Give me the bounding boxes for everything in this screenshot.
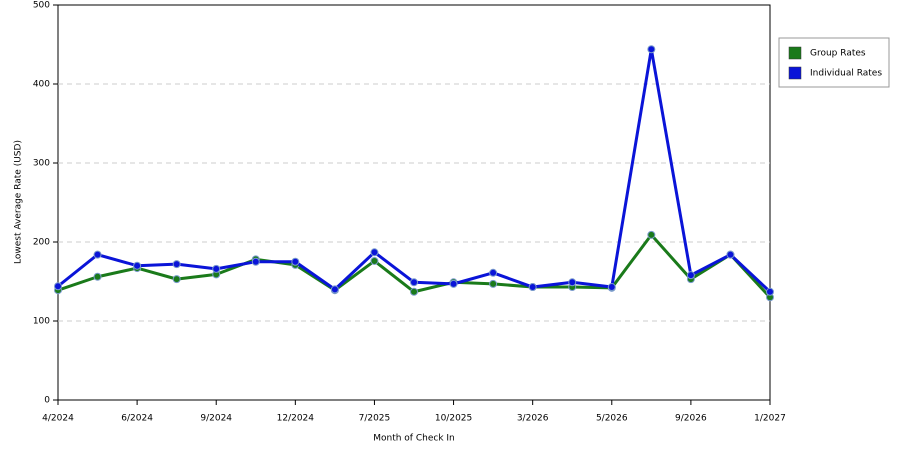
data-point xyxy=(686,271,695,280)
y-tick-label: 300 xyxy=(33,159,50,169)
data-point xyxy=(528,283,537,292)
data-point xyxy=(568,278,577,287)
data-point xyxy=(251,257,260,266)
y-tick-label: 200 xyxy=(33,238,50,248)
x-tick-label: 10/2025 xyxy=(435,414,472,424)
data-point xyxy=(370,256,379,265)
y-tick-label: 400 xyxy=(33,80,50,90)
x-tick-label: 7/2025 xyxy=(359,414,391,424)
data-point xyxy=(330,285,339,294)
data-point xyxy=(726,250,735,259)
data-point xyxy=(410,287,418,296)
legend-label: Group Rates xyxy=(810,49,866,59)
y-tick-label: 500 xyxy=(33,1,50,11)
data-point xyxy=(489,279,498,288)
data-point xyxy=(93,272,102,281)
y-tick-label: 0 xyxy=(44,396,50,406)
plot-frame xyxy=(57,4,771,401)
x-tick-label: 3/2026 xyxy=(517,414,549,424)
y-tick-label: 100 xyxy=(33,317,50,327)
data-point xyxy=(607,283,616,292)
legend xyxy=(778,37,890,88)
series-line xyxy=(57,47,772,293)
legend-swatch xyxy=(788,66,802,80)
data-point xyxy=(489,268,498,277)
x-tick-label: 9/2026 xyxy=(675,414,707,424)
data-point xyxy=(172,275,181,284)
data-point xyxy=(647,230,656,239)
data-point xyxy=(410,278,418,287)
legend-swatch xyxy=(788,46,802,60)
x-axis-label: Month of Check In xyxy=(373,434,455,444)
x-tick-label: 5/2026 xyxy=(596,414,628,424)
data-point xyxy=(449,279,458,288)
x-tick-label: 6/2024 xyxy=(121,414,153,424)
x-tick-label: 12/2024 xyxy=(277,414,315,424)
x-tick-label: 1/2027 xyxy=(754,414,786,424)
data-point xyxy=(172,260,181,269)
data-point xyxy=(212,264,221,273)
y-axis-label: Lowest Average Rate (USD) xyxy=(14,140,24,264)
data-point xyxy=(133,261,142,270)
legend-label: Individual Rates xyxy=(810,69,882,79)
data-point xyxy=(291,257,300,266)
x-tick-label: 9/2024 xyxy=(200,414,232,424)
data-point xyxy=(370,248,379,257)
data-point xyxy=(54,282,62,291)
data-point xyxy=(93,250,102,259)
data-point xyxy=(766,287,774,296)
data-point xyxy=(647,45,656,54)
x-tick-label: 4/2024 xyxy=(42,414,74,424)
